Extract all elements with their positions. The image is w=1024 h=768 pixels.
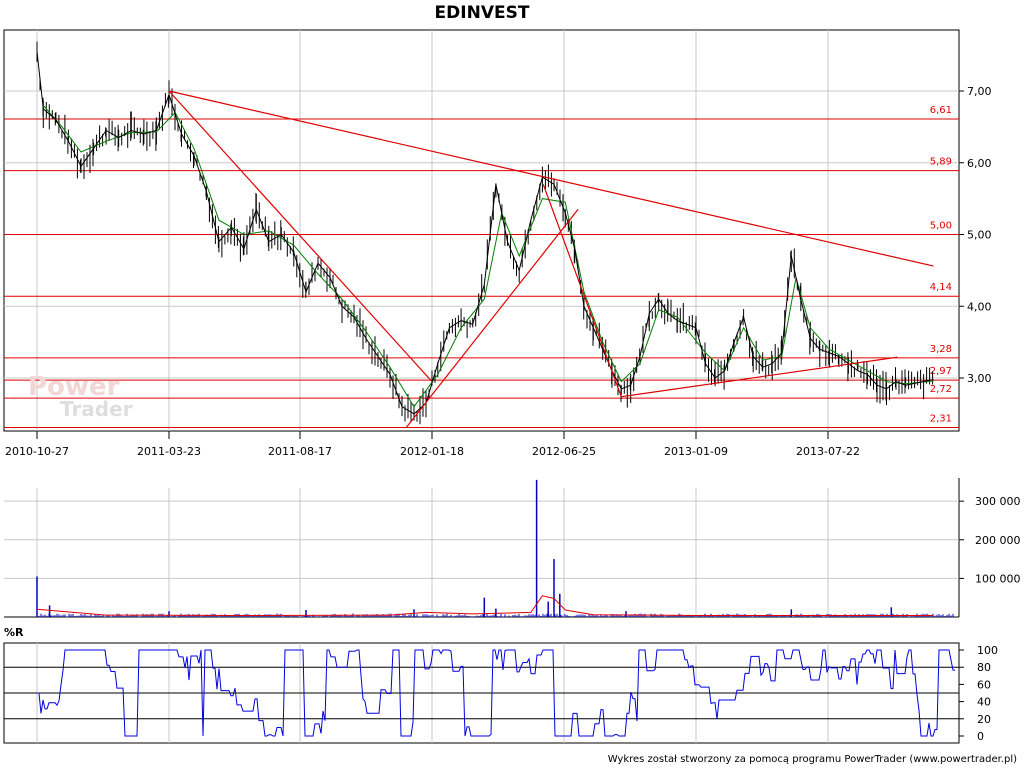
volume-y-tick-label: 200 000 xyxy=(975,534,1021,547)
powertrader-watermark: Power Trader xyxy=(28,372,133,421)
williams-r-y-tick-label: 40 xyxy=(977,696,991,709)
price-y-axis: 7,00 6,00 5,00 4,00 3,00 xyxy=(959,85,992,385)
trend-line xyxy=(168,90,433,383)
williams-r-line xyxy=(37,649,955,737)
williams-r-y-tick-label: 0 xyxy=(977,730,984,743)
chart-title: EDINVEST xyxy=(435,3,530,23)
price-y-tick-label: 3,00 xyxy=(967,372,992,385)
volume-y-tick-label: 300 000 xyxy=(975,495,1021,508)
williams-r-y-tick-label: 60 xyxy=(977,678,991,691)
date-tick-label: 2010-10-27 xyxy=(5,445,69,458)
williams-r-y-axis: 100 80 60 40 20 0 xyxy=(959,644,998,743)
level-label: 3,28 xyxy=(930,344,952,355)
level-label: 2,31 xyxy=(930,414,952,425)
price-bars xyxy=(36,41,934,425)
price-y-tick-label: 4,00 xyxy=(967,300,992,313)
price-y-tick-label: 5,00 xyxy=(967,229,992,242)
volume-y-tick-label: 100 000 xyxy=(975,572,1021,585)
date-tick-label: 2012-01-18 xyxy=(400,445,464,458)
williams-r-panel: %R 100 80 60 40 20 0 xyxy=(3,626,998,744)
date-tick-label: 2012-06-25 xyxy=(532,445,596,458)
price-y-tick-label: 7,00 xyxy=(967,85,992,98)
level-label: 2,97 xyxy=(930,366,952,377)
level-label: 4,14 xyxy=(930,282,952,293)
williams-r-y-tick-label: 20 xyxy=(977,713,991,726)
support-resistance-levels: 6,61 5,89 5,00 4,14 3,28 2,97 2,72 2,31 xyxy=(4,105,959,429)
volume-gridlines xyxy=(4,488,959,617)
williams-r-reference-lines xyxy=(4,666,959,720)
trend-line xyxy=(542,184,622,397)
williams-r-label: %R xyxy=(4,626,24,639)
williams-r-y-tick-label: 80 xyxy=(977,661,991,674)
level-label: 5,00 xyxy=(930,221,952,232)
level-label: 5,89 xyxy=(930,157,952,168)
volume-bars xyxy=(36,479,954,617)
trend-line xyxy=(621,356,898,398)
williams-r-y-tick-label: 100 xyxy=(977,644,998,657)
level-label: 6,61 xyxy=(930,105,952,116)
footer-credit: Wykres został stworzony za pomocą progra… xyxy=(608,754,1017,765)
volume-y-axis: 300 000 200 000 100 000 xyxy=(959,495,1021,585)
watermark-power: Power xyxy=(28,372,120,402)
date-tick-label: 2011-08-17 xyxy=(268,445,332,458)
volume-moving-average-line xyxy=(36,595,934,617)
price-panel: 6,61 5,89 5,00 4,14 3,28 2,97 2,72 2,31 Power T… xyxy=(3,29,992,458)
price-close-line xyxy=(36,51,934,415)
watermark-trader: Trader xyxy=(60,397,133,421)
price-panel-frame xyxy=(3,29,960,432)
date-tick-label: 2013-01-09 xyxy=(664,445,728,458)
level-label: 2,72 xyxy=(930,384,952,395)
price-moving-average-line xyxy=(42,105,934,408)
trend-line xyxy=(405,209,579,428)
price-y-tick-label: 6,00 xyxy=(967,157,992,170)
trend-lines xyxy=(168,90,934,428)
trend-line xyxy=(168,90,934,267)
volume-panel: 300 000 200 000 100 000 xyxy=(4,478,1021,618)
date-tick-label: 2011-03-23 xyxy=(137,445,201,458)
date-tick-label: 2013-07-22 xyxy=(796,445,860,458)
date-x-axis: 2010-10-27 2011-03-23 2011-08-17 2012-01-18… xyxy=(5,431,860,458)
price-gridlines xyxy=(4,30,959,431)
